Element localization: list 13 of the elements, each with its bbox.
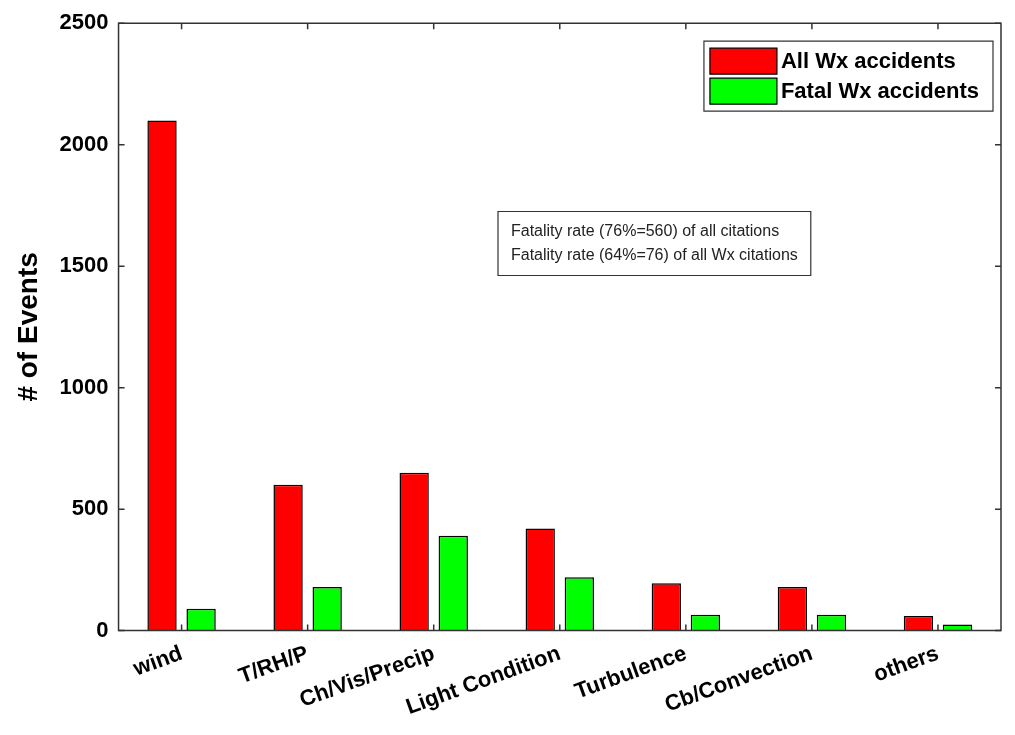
legend-label: Fatal Wx accidents xyxy=(780,78,980,104)
y-tick-label: 2000 xyxy=(59,130,109,156)
y-tick-label: 0 xyxy=(96,616,109,642)
y-axis-title: # of Events xyxy=(11,252,43,402)
y-tick-label: 2500 xyxy=(59,9,109,35)
y-tick-label: 500 xyxy=(71,495,109,521)
x-tick-label: others xyxy=(870,639,942,687)
annotation: Fatality rate (64%=76) of all Wx citations xyxy=(511,245,798,263)
x-tick-label: wind xyxy=(128,639,186,681)
y-tick-label: 1000 xyxy=(59,373,109,399)
legend-label: All Wx accidents xyxy=(780,48,956,74)
y-tick-label: 1500 xyxy=(59,252,109,278)
annotation: Fatality rate (76%=560) of all citations xyxy=(511,221,780,239)
